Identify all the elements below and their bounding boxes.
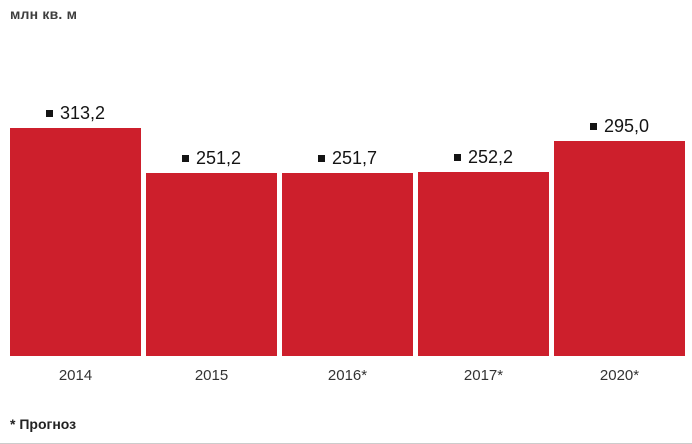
bar-value-text: 252,2 bbox=[467, 147, 514, 167]
x-axis-label: 2015 bbox=[194, 367, 229, 384]
x-axis-label: 2017* bbox=[463, 367, 504, 384]
bar-value-label: 251,7 bbox=[317, 148, 378, 169]
value-marker-icon bbox=[317, 155, 325, 162]
bar-value-text: 251,2 bbox=[195, 148, 242, 168]
x-axis-label: 2014 bbox=[58, 367, 93, 384]
footnote: * Прогноз bbox=[10, 416, 77, 432]
bar bbox=[554, 141, 685, 356]
bar bbox=[418, 172, 549, 356]
bar-value-text: 251,7 bbox=[331, 148, 378, 168]
bar-column: 251,7 bbox=[282, 148, 413, 356]
bar bbox=[10, 128, 141, 356]
bar bbox=[146, 173, 277, 356]
bar-value-label: 251,2 bbox=[181, 148, 242, 169]
bar-column: 251,2 bbox=[146, 148, 277, 356]
bar-value-label: 295,0 bbox=[589, 116, 650, 137]
bar-column: 313,2 bbox=[10, 103, 141, 356]
bar-value-text: 313,2 bbox=[59, 103, 106, 123]
x-axis: 2014 2015 2016* 2017* 2020* bbox=[10, 356, 685, 384]
bar-column: 295,0 bbox=[554, 116, 685, 356]
value-marker-icon bbox=[45, 110, 53, 117]
bar-value-label: 313,2 bbox=[45, 103, 106, 124]
x-axis-label: 2020* bbox=[599, 367, 640, 384]
value-marker-icon bbox=[453, 154, 461, 161]
value-marker-icon bbox=[589, 123, 597, 130]
bar-value-label: 252,2 bbox=[453, 147, 514, 168]
bar-value-text: 295,0 bbox=[603, 116, 650, 136]
bar bbox=[282, 173, 413, 356]
bars-row: 313,2 251,2 251,7 252,2 295,0 bbox=[10, 96, 685, 356]
unit-label: млн кв. м bbox=[10, 6, 78, 22]
bar-column: 252,2 bbox=[418, 147, 549, 356]
value-marker-icon bbox=[181, 155, 189, 162]
chart-region: 313,2 251,2 251,7 252,2 295,0 2014 2015 2016* 2… bbox=[10, 96, 685, 384]
x-axis-label: 2016* bbox=[327, 367, 368, 384]
